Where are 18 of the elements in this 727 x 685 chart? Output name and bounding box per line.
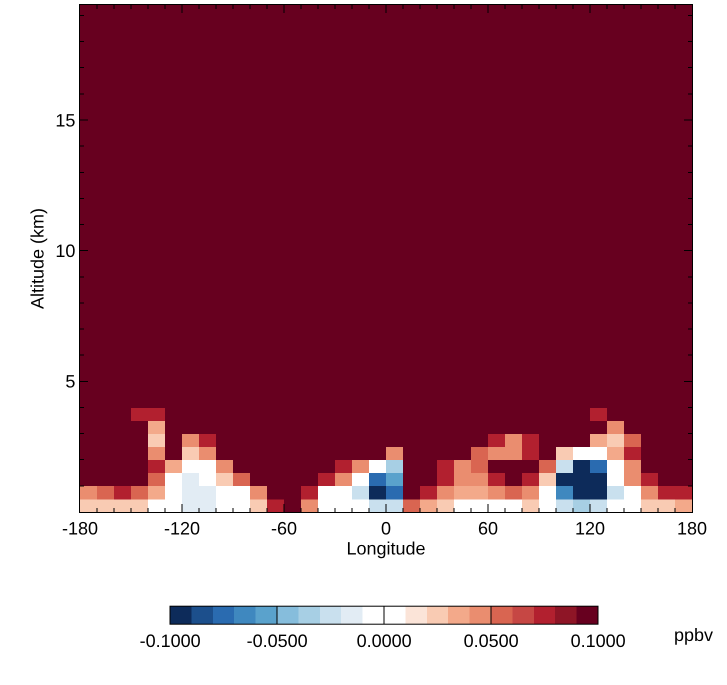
x-tick-label: 180 xyxy=(676,518,708,539)
color-bar-label: 0.1000 xyxy=(570,630,626,651)
color-bar-label: -0.0500 xyxy=(246,630,308,651)
color-bar-title: ppbv xyxy=(674,625,714,645)
color-bar-label: 0.0500 xyxy=(464,630,519,651)
x-tick-label: 0 xyxy=(380,518,392,539)
x-tick-label: -180 xyxy=(62,518,98,539)
x-tick-label: 60 xyxy=(478,518,498,539)
x-tick-label: -60 xyxy=(270,518,298,539)
y-axis-title: Altitude (km) xyxy=(28,208,48,310)
color-bar-label: 0.0000 xyxy=(356,630,412,651)
y-tick-label: 10 xyxy=(55,240,76,261)
x-tick-label: -120 xyxy=(164,518,200,539)
x-tick-label: 120 xyxy=(574,518,606,539)
x-axis-title: Longitude xyxy=(346,538,426,559)
y-tick-label: 15 xyxy=(55,110,76,130)
y-tick-label: 5 xyxy=(65,372,76,392)
color-bar-label: -0.1000 xyxy=(140,630,201,651)
